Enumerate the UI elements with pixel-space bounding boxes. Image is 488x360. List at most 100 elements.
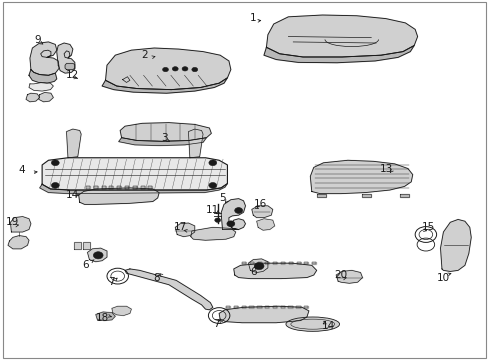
Circle shape [254,262,264,270]
Circle shape [208,160,216,166]
Polygon shape [175,223,194,237]
Text: 10: 10 [436,273,449,283]
Polygon shape [120,123,211,141]
Polygon shape [125,269,212,310]
Polygon shape [39,93,53,102]
Polygon shape [221,199,245,229]
Polygon shape [30,42,59,75]
Polygon shape [399,194,408,197]
Polygon shape [242,262,245,264]
Polygon shape [109,186,113,189]
Text: 7: 7 [212,319,219,329]
Text: 20: 20 [334,270,347,280]
Polygon shape [241,306,245,309]
Polygon shape [141,186,144,189]
Polygon shape [66,129,81,158]
Polygon shape [10,217,31,232]
Polygon shape [280,306,285,309]
Polygon shape [225,306,230,309]
Polygon shape [361,194,370,197]
Polygon shape [335,270,362,283]
Polygon shape [249,306,253,309]
Polygon shape [281,262,285,264]
Circle shape [234,208,242,213]
Circle shape [214,218,220,222]
Polygon shape [233,306,238,309]
Polygon shape [257,262,261,264]
Text: 17: 17 [173,222,186,232]
Polygon shape [112,306,131,316]
Polygon shape [82,242,90,249]
Polygon shape [40,184,227,194]
Polygon shape [102,186,105,189]
Polygon shape [304,306,308,309]
Polygon shape [8,235,29,249]
Polygon shape [57,43,75,73]
Polygon shape [102,78,227,93]
Text: 5: 5 [219,193,225,203]
Polygon shape [125,186,129,189]
Text: 14: 14 [66,190,80,200]
Text: 6: 6 [249,267,256,277]
Polygon shape [219,306,308,323]
Polygon shape [248,259,267,273]
Polygon shape [86,186,90,189]
Text: 16: 16 [253,199,266,210]
Polygon shape [296,306,300,309]
Polygon shape [94,186,98,189]
Circle shape [93,252,103,259]
Text: 2: 2 [141,50,147,60]
Polygon shape [288,262,292,264]
Circle shape [51,160,59,166]
Text: 7: 7 [108,277,115,287]
Polygon shape [266,15,417,57]
Polygon shape [26,93,40,102]
Polygon shape [29,82,53,91]
Polygon shape [133,186,137,189]
Text: 3: 3 [161,133,167,143]
Circle shape [51,183,59,188]
Polygon shape [148,186,152,189]
Polygon shape [304,262,308,264]
Circle shape [162,67,168,72]
Text: 6: 6 [82,260,89,270]
Text: 13: 13 [380,163,393,174]
Circle shape [226,221,234,226]
Text: 12: 12 [66,70,80,80]
Polygon shape [288,306,292,309]
Polygon shape [316,194,326,197]
Polygon shape [119,138,206,145]
Circle shape [182,67,187,71]
Polygon shape [74,242,81,249]
Polygon shape [273,262,277,264]
Polygon shape [249,262,253,264]
Circle shape [172,67,178,71]
Polygon shape [257,306,261,309]
Text: 9: 9 [34,35,41,45]
Polygon shape [117,186,121,189]
Polygon shape [29,69,57,83]
Ellipse shape [285,317,339,331]
Polygon shape [312,262,316,264]
Polygon shape [42,158,227,190]
Polygon shape [188,129,203,158]
Text: 15: 15 [421,222,434,232]
Polygon shape [65,63,75,69]
Circle shape [191,67,197,72]
Text: 11: 11 [206,206,219,216]
Polygon shape [96,312,115,320]
Text: 14: 14 [321,321,334,331]
Text: 1: 1 [249,13,256,23]
Polygon shape [256,219,274,230]
Polygon shape [272,306,277,309]
Text: 19: 19 [6,217,20,227]
Polygon shape [265,262,269,264]
Polygon shape [233,263,316,279]
Circle shape [208,183,216,188]
Polygon shape [190,227,235,240]
Text: 8: 8 [153,273,160,283]
Polygon shape [251,206,272,218]
Polygon shape [310,160,412,194]
Polygon shape [87,248,107,262]
Polygon shape [296,262,300,264]
